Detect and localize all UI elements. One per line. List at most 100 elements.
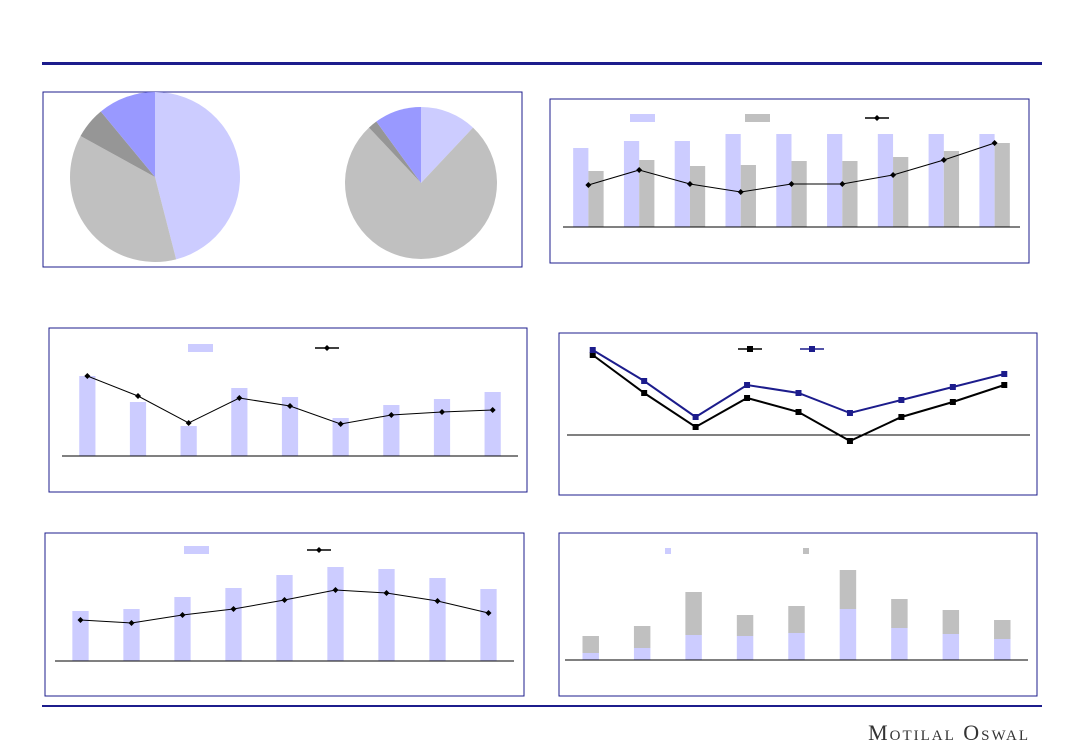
pie-slice: [80, 111, 155, 177]
line-marker: [737, 189, 744, 195]
line-marker: [135, 393, 141, 399]
bar: [877, 134, 894, 227]
footer-rule: [42, 705, 1042, 707]
line-marker: [744, 382, 751, 388]
bar: [791, 161, 807, 227]
bar: [685, 635, 702, 660]
line-marker: [795, 409, 802, 415]
bar: [842, 161, 858, 227]
bar: [893, 157, 909, 227]
bar: [383, 405, 400, 456]
bar: [725, 134, 741, 227]
line-marker: [898, 414, 905, 420]
bar: [674, 141, 690, 227]
line-marker: [839, 181, 846, 187]
bar: [623, 141, 640, 227]
line-marker: [84, 373, 91, 379]
line-marker: [128, 620, 135, 626]
bar: [573, 148, 589, 227]
line-marker: [332, 587, 339, 593]
line-marker: [287, 403, 293, 409]
bar: [433, 399, 451, 456]
bar: [180, 426, 197, 456]
bar: [740, 165, 756, 227]
pie-slice: [421, 107, 474, 183]
line-marker: [949, 384, 956, 390]
legend-marker: [874, 115, 880, 121]
line-marker: [439, 409, 445, 415]
legend-swatch: [188, 344, 213, 352]
bar: [776, 134, 792, 227]
line-marker: [77, 617, 84, 623]
legend-swatch: [803, 548, 809, 554]
line-marker: [991, 140, 998, 146]
line-marker: [641, 378, 648, 384]
bar: [839, 570, 857, 609]
line-marker: [788, 181, 795, 187]
legend-swatch: [184, 546, 209, 554]
line-marker: [846, 410, 853, 416]
line-marker: [686, 181, 693, 187]
bar: [480, 589, 497, 661]
bar: [332, 418, 349, 456]
pie-slice: [155, 92, 240, 260]
pie-slice: [100, 92, 155, 177]
pie-slice: [70, 136, 177, 262]
bar: [942, 634, 960, 660]
bar: [994, 639, 1011, 660]
legend-marker: [747, 346, 753, 352]
brand-logo: Motilal Oswal: [868, 720, 1030, 745]
line-marker: [898, 397, 905, 403]
bar: [928, 134, 944, 227]
bar: [689, 166, 706, 227]
bar: [827, 134, 843, 227]
bar: [942, 610, 960, 634]
line-marker: [641, 390, 648, 396]
line-marker: [846, 438, 853, 444]
line-marker: [185, 420, 192, 426]
bar: [123, 609, 140, 661]
bar: [231, 388, 248, 456]
bar: [129, 402, 147, 456]
bar: [327, 567, 344, 661]
legend-marker: [324, 345, 330, 351]
line-marker: [744, 395, 751, 401]
line-marker: [179, 612, 186, 618]
bar: [979, 134, 995, 227]
pie-slice: [376, 107, 421, 183]
header-rule: [42, 62, 1042, 65]
bar: [588, 171, 604, 227]
bar: [994, 620, 1011, 639]
bar: [378, 569, 395, 661]
line-marker: [230, 606, 237, 612]
line-marker: [692, 424, 699, 430]
bar: [72, 611, 89, 661]
line-marker: [236, 395, 243, 401]
line-marker: [940, 157, 947, 163]
legend-swatch: [665, 548, 671, 554]
bar: [281, 397, 299, 456]
line-marker: [585, 182, 592, 188]
bar: [429, 578, 446, 661]
bar: [633, 648, 651, 660]
bar: [276, 575, 293, 661]
bar: [633, 626, 651, 648]
line-marker: [1001, 382, 1008, 388]
line-marker: [485, 610, 492, 616]
bar: [736, 615, 754, 636]
line-marker: [489, 407, 496, 413]
line-marker: [434, 598, 441, 604]
bar: [225, 588, 242, 661]
line-marker: [388, 412, 395, 418]
bar: [736, 636, 754, 660]
pie-slice: [368, 121, 421, 183]
bar: [484, 392, 501, 456]
legend-marker: [809, 346, 815, 352]
bar: [891, 628, 908, 660]
line-marker: [281, 597, 288, 603]
line-marker: [383, 590, 390, 596]
bar: [79, 376, 96, 456]
line-marker: [589, 347, 596, 353]
bar: [943, 151, 960, 227]
